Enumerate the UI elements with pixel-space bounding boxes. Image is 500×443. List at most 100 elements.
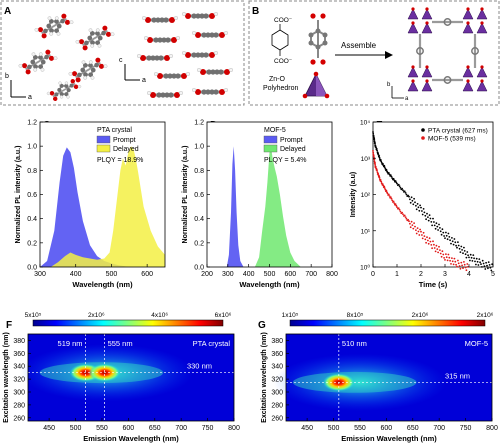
- oxygen-atom: [25, 69, 31, 75]
- decay-point: [454, 241, 457, 244]
- zn-cluster: [407, 65, 433, 92]
- decay-point: [401, 187, 403, 190]
- decay-point: [394, 180, 397, 182]
- pta-molecule-side: [181, 50, 219, 58]
- polyhedron-label: Zn-O: [269, 76, 286, 83]
- carbon-atom: [210, 69, 216, 75]
- decay-point: [475, 263, 477, 266]
- x-axis-label: Emission Wavelength (nm): [341, 434, 437, 443]
- decay-point: [423, 211, 426, 214]
- tetrahedron: [407, 80, 419, 92]
- oxygen-atom: [200, 69, 206, 75]
- series-area-delayed: [254, 146, 301, 267]
- oxygen-atom: [61, 13, 67, 19]
- carbon-atom: [205, 89, 211, 95]
- oxygen-atom: [41, 33, 47, 39]
- x-tick-label: 400: [243, 271, 255, 278]
- hydrogen-atom: [95, 28, 100, 33]
- y-tick-label: 10²: [361, 192, 371, 199]
- hydrogen-atom: [75, 40, 80, 44]
- zn-cluster: [462, 7, 488, 34]
- carbon-atom: [87, 35, 93, 41]
- x-tick-label: 300: [222, 271, 234, 278]
- y-tick-label: 0.4: [194, 216, 204, 223]
- y-tick-label: 10⁴: [360, 120, 370, 127]
- oxygen-atom: [98, 63, 105, 69]
- oxygen-atom: [71, 71, 78, 77]
- x-axis-label: Wavelength (nm): [72, 280, 133, 289]
- decay-point: [394, 203, 397, 206]
- hydrogen-atom: [46, 91, 51, 96]
- oxygen-atom: [73, 84, 79, 90]
- decay-point: [465, 256, 468, 259]
- carbon-atom: [205, 32, 211, 38]
- carbon-atom: [163, 73, 169, 79]
- oxygen-atom: [95, 57, 101, 63]
- hydrogen-atom: [69, 20, 74, 24]
- x-tick-label: 450: [301, 425, 313, 432]
- decay-point: [429, 240, 432, 243]
- hydrogen-atom: [173, 15, 179, 21]
- decay-point: [451, 237, 453, 239]
- decay-point: [478, 258, 481, 260]
- legend-swatch: [96, 144, 111, 153]
- decay-point: [442, 231, 445, 234]
- hydrogen-atom: [97, 43, 102, 48]
- y-axis-label: Intensity (a.u): [350, 172, 357, 218]
- decay-point: [373, 158, 376, 161]
- carbon-atom: [156, 92, 162, 98]
- decay-point: [372, 135, 375, 137]
- decay-point: [383, 164, 386, 167]
- hydrogen-atom: [153, 71, 159, 77]
- decay-point: [481, 259, 484, 262]
- decay-point: [428, 214, 431, 217]
- decay-point: [409, 226, 412, 229]
- x-tick-label: 750: [202, 425, 214, 432]
- hydrogen-atom: [54, 16, 59, 21]
- carbon-atom: [90, 40, 95, 45]
- hydrogen-atom: [38, 52, 43, 57]
- peak-annotation: 555 nm: [108, 339, 133, 348]
- carbon-atom: [54, 19, 59, 24]
- x-tick-label: 3: [443, 271, 447, 278]
- zn-cluster: [407, 7, 433, 34]
- decay-point: [456, 246, 458, 249]
- hydrogen-atom: [168, 53, 174, 59]
- legend-swatch: [263, 144, 278, 153]
- x-tick-label: 0: [371, 271, 375, 278]
- excitation-annotation: 315 nm: [445, 371, 470, 380]
- decay-point: [410, 196, 413, 199]
- x-tick-label: 800: [228, 425, 240, 432]
- pta-molecule-side: [196, 67, 234, 75]
- decay-point: [414, 225, 416, 228]
- decay-point: [378, 155, 381, 157]
- legend-label: Prompt: [280, 137, 303, 144]
- decay-point: [387, 172, 390, 174]
- y-tick-label: 380: [271, 338, 283, 345]
- x-tick-label: 400: [70, 271, 82, 278]
- polyhedron-label: Polyhedron: [263, 85, 299, 92]
- carbon-atom: [153, 37, 159, 43]
- carbon-atom: [164, 92, 170, 98]
- oxygen-atom: [171, 37, 177, 43]
- decay-point: [452, 263, 455, 266]
- y-tick-label: 300: [13, 390, 25, 397]
- carbon-atom: [38, 64, 44, 70]
- decay-point: [418, 209, 421, 212]
- hydrogen-atom: [33, 67, 38, 72]
- oxygen-atom: [102, 25, 108, 31]
- carbon-atom: [158, 55, 164, 61]
- axis-letter-x: a: [405, 96, 409, 102]
- tetrahedron: [407, 66, 419, 78]
- hydrogen-atom: [103, 64, 108, 68]
- decay-point: [419, 228, 421, 231]
- decay-point: [435, 222, 438, 225]
- decay-point: [399, 210, 402, 213]
- carbon-atom: [83, 72, 88, 77]
- decay-point: [470, 256, 473, 259]
- oxygen-atom: [82, 45, 88, 51]
- decay-point: [439, 227, 441, 229]
- pta-molecule-side: [191, 30, 229, 38]
- hydrogen-atom: [49, 31, 54, 36]
- decay-point: [390, 197, 393, 200]
